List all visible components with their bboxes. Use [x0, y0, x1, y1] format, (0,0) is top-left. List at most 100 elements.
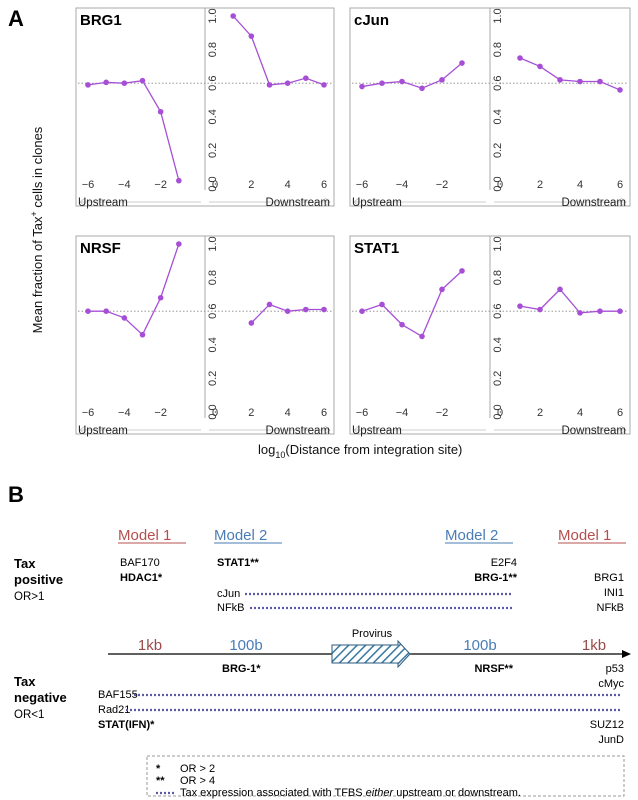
chart-0-upstream-point — [157, 108, 164, 115]
chart-2-x-tick-down: 4 — [285, 407, 291, 419]
chart-3-upstream-point — [439, 286, 445, 293]
neg-right-m2: NRSF** — [474, 663, 513, 675]
legend-star1-text: OR > 2 — [180, 763, 215, 775]
chart-0-upstream-point — [139, 77, 146, 84]
chart-0-y-tick: 0.0 — [207, 176, 219, 191]
chart-2-y-tick: 0.4 — [207, 337, 219, 352]
chart-2-y-tick: 1.0 — [207, 236, 219, 251]
panel-b-letter: B — [8, 482, 24, 507]
chart-3-downstream-point — [537, 306, 543, 313]
chart-2-downstream-arrowhead — [324, 425, 331, 435]
chart-3-gene-name: STAT1 — [354, 240, 399, 257]
model2-left-header: Model 2 — [214, 527, 267, 544]
chart-3-y-tick: 0.8 — [492, 270, 504, 285]
chart-1-upstream-point — [419, 85, 425, 92]
neg-right-m1-top-1: cMyc — [598, 678, 624, 690]
tax-negative-title-2: negative — [14, 690, 67, 705]
chart-0-y-tick: 0.2 — [207, 143, 219, 158]
chart-3-downstream-point — [577, 310, 583, 316]
chart-0-gene-name: BRG1 — [80, 12, 122, 29]
chart-0-downstream-label: Downstream — [265, 197, 330, 209]
chart-0-upstream-point — [85, 82, 91, 88]
chart-0-x-tick-down: 0 — [212, 179, 218, 191]
chart-1-y-tick: 0.4 — [492, 109, 504, 124]
chart-1-upstream-point — [359, 83, 365, 90]
chart-2-y-tick: 0.8 — [207, 270, 219, 285]
chart-1-upstream-label: Upstream — [352, 197, 402, 209]
tax-negative-or: OR<1 — [14, 709, 44, 721]
chart-3-downstream-arrowhead — [620, 425, 627, 435]
pos-right-m1-1: INI1 — [604, 587, 624, 599]
chart-1-gene-name: cJun — [354, 12, 389, 29]
chart-1-downstream-point — [557, 77, 563, 83]
chart-0-x-tick-down: 4 — [285, 179, 291, 191]
chart-3-upstream-arrowhead — [353, 425, 360, 435]
chart-3-upstream-label: Upstream — [352, 425, 402, 437]
chart-0-downstream-point — [248, 33, 255, 39]
chart-0-x-tick-down: 2 — [248, 179, 254, 191]
neg-right-m1-bottom-0: SUZ12 — [590, 719, 624, 731]
chart-3-upstream-point — [459, 268, 465, 274]
chart-1-y-tick: 0.2 — [492, 143, 504, 158]
chart-3-x-tick-down: 2 — [537, 407, 543, 419]
chart-3-downstream-label: Downstream — [561, 425, 626, 437]
chart-0-upstream-line — [87, 79, 180, 181]
chart-2-downstream-point — [321, 306, 327, 313]
pos-right-m1-0: BRG1 — [594, 572, 624, 584]
chart-0-downstream-point — [266, 82, 273, 88]
neg-spanning-0: BAF155 — [98, 689, 138, 701]
pos-left-m1-1: HDAC1* — [120, 572, 163, 584]
pos-right-m2-0: E2F4 — [491, 557, 517, 569]
chart-3-x-tick-up: −4 — [396, 407, 409, 419]
chart-3-x-tick-down: 0 — [497, 407, 503, 419]
chart-2-upstream-point — [176, 241, 182, 247]
chart-1-downstream-point — [597, 78, 603, 85]
chart-1-upstream-arrowhead — [353, 197, 360, 207]
panel-a-letter: A — [8, 6, 24, 31]
chart-2-y-tick: 0.6 — [207, 304, 219, 319]
model1-left-header: Model 1 — [118, 527, 171, 544]
integration-axis-arrowhead — [622, 650, 631, 658]
chart-3-x-tick-down: 6 — [617, 407, 623, 419]
chart-2-y-tick: 0.2 — [207, 371, 219, 386]
chart-3-upstream-point — [379, 301, 385, 308]
chart-0-x-tick-up: −4 — [118, 179, 131, 191]
chart-2-x-tick-down: 6 — [321, 407, 327, 419]
tax-negative-title-1: Tax — [14, 674, 36, 689]
chart-0-downstream-point — [303, 75, 309, 81]
chart-3-upstream-point — [419, 333, 425, 340]
chart-1-upstream-line — [361, 62, 463, 89]
chart-0-y-tick: 0.8 — [207, 42, 219, 57]
chart-2-x-tick-down: 0 — [212, 407, 218, 419]
chart-0-panel: 0.0 0.2 0.4 0.6 0.8 1.0 −6 −4 −2 0 2 4 6 Upstream Down… — [75, 7, 335, 209]
neg-left-m2: BRG-1* — [222, 663, 261, 675]
neg-spanning-1: Rad21 — [98, 704, 130, 716]
chart-1-upstream-point — [399, 78, 405, 85]
chart-3-upstream-point — [359, 308, 365, 315]
chart-2-downstream-point — [303, 306, 309, 313]
chart-0-upstream-point — [121, 80, 128, 86]
pos-left-m2: STAT1** — [217, 557, 259, 569]
chart-3-x-tick-up: −2 — [436, 407, 449, 419]
chart-3-upstream-point — [399, 321, 405, 328]
pos-spanning-1: NFkB — [217, 602, 245, 614]
chart-1-y-tick: 0.6 — [492, 76, 504, 91]
chart-2-downstream-point — [266, 301, 273, 308]
chart-1-x-tick-down: 0 — [497, 179, 503, 191]
chart-1-panel: 0.0 0.2 0.4 0.6 0.8 1.0 −6 −4 −2 0 2 4 6 Upstream Down… — [349, 7, 631, 209]
chart-2-upstream-point — [85, 308, 91, 315]
chart-2-y-tick: 0.0 — [207, 404, 219, 419]
chart-0-downstream-line — [232, 15, 325, 86]
chart-1-y-tick: 0.8 — [492, 42, 504, 57]
chart-2-upstream-point — [121, 315, 128, 321]
legend-star1: * — [156, 763, 161, 775]
pos-right-m1-2: NFkB — [597, 602, 625, 614]
chart-1-x-tick-down: 2 — [537, 179, 543, 191]
chart-1-upstream-point — [459, 60, 465, 66]
chart-0-downstream-point — [284, 80, 291, 86]
chart-2-panel: 0.0 0.2 0.4 0.6 0.8 1.0 −6 −4 −2 0 2 4 6 Upstream Down… — [75, 235, 335, 437]
chart-1-x-tick-up: −6 — [356, 179, 369, 191]
chart-1-upstream-point — [439, 77, 445, 83]
chart-1-downstream-arrowhead — [620, 197, 627, 207]
